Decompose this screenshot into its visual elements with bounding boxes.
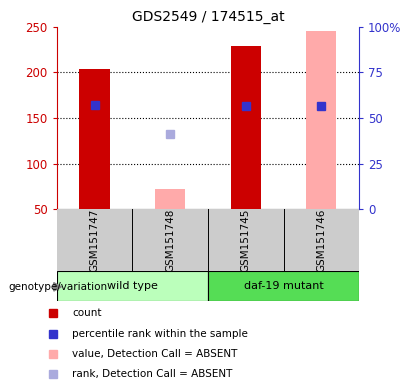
Title: GDS2549 / 174515_at: GDS2549 / 174515_at [131,10,284,25]
Bar [79,69,110,209]
Bar [57,209,132,271]
FancyArrow shape [54,283,61,291]
Bar [284,209,359,271]
Text: GSM151747: GSM151747 [89,208,100,272]
Text: wild type: wild type [107,281,158,291]
Bar [208,271,359,301]
Bar [231,46,261,209]
Text: value, Detection Call = ABSENT: value, Detection Call = ABSENT [72,349,238,359]
Bar [208,209,284,271]
Bar [57,271,208,301]
Text: rank, Detection Call = ABSENT: rank, Detection Call = ABSENT [72,369,233,379]
Bar [155,189,185,209]
Text: percentile rank within the sample: percentile rank within the sample [72,329,248,339]
Text: GSM151745: GSM151745 [241,208,251,272]
Text: genotype/variation: genotype/variation [8,282,108,292]
Bar [132,209,208,271]
Text: GSM151748: GSM151748 [165,208,175,272]
Bar [306,31,336,209]
Text: count: count [72,308,102,318]
Text: daf-19 mutant: daf-19 mutant [244,281,323,291]
Text: GSM151746: GSM151746 [316,208,326,272]
